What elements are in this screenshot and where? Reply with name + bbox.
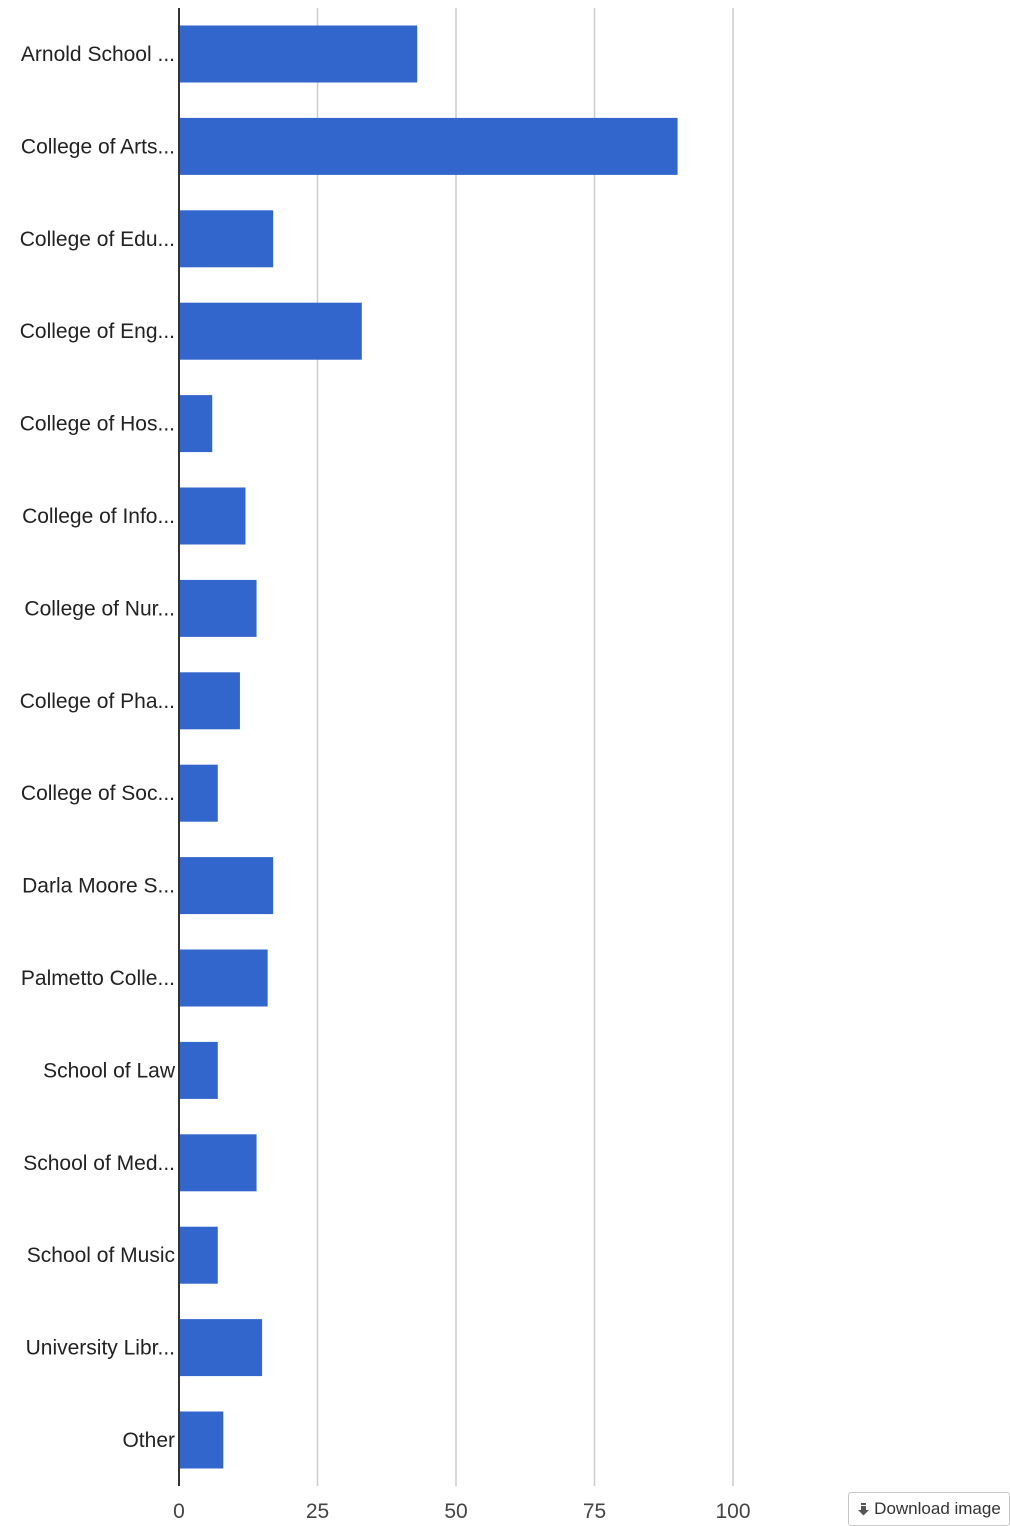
bar[interactable] xyxy=(179,395,213,453)
grid-lines xyxy=(316,8,734,1486)
category-label: College of Pha... xyxy=(20,690,175,713)
bar[interactable] xyxy=(179,1319,263,1377)
category-label: College of Soc... xyxy=(21,782,175,805)
bar[interactable] xyxy=(179,857,274,915)
category-label: College of Arts... xyxy=(21,135,175,158)
bar[interactable] xyxy=(179,1041,218,1099)
bar[interactable] xyxy=(179,117,678,175)
bar[interactable] xyxy=(179,1134,257,1192)
category-label: Palmetto Colle... xyxy=(21,967,175,990)
bar[interactable] xyxy=(179,949,268,1007)
bar[interactable] xyxy=(179,302,362,360)
x-tick-label: 25 xyxy=(306,1500,329,1523)
bar[interactable] xyxy=(179,1411,224,1469)
download-image-button[interactable]: Download image xyxy=(848,1492,1010,1526)
category-label: School of Med... xyxy=(23,1152,175,1175)
category-labels: Arnold School ... College of Arts... Colle… xyxy=(20,43,176,1452)
category-label: College of Eng... xyxy=(20,320,175,343)
category-label: School of Music xyxy=(27,1244,175,1267)
x-tick-label: 100 xyxy=(715,1500,750,1523)
bar[interactable] xyxy=(179,25,418,83)
category-label: College of Edu... xyxy=(20,228,175,251)
x-tick-label: 75 xyxy=(583,1500,606,1523)
bar[interactable] xyxy=(179,672,240,730)
bar[interactable] xyxy=(179,579,257,637)
bar[interactable] xyxy=(179,1226,218,1284)
category-label: University Libr... xyxy=(26,1337,175,1360)
category-label: College of Hos... xyxy=(20,413,175,436)
download-arrow-icon xyxy=(857,1502,869,1516)
tick-labels: 0 25 50 75 100 xyxy=(173,1500,750,1523)
category-label: Arnold School ... xyxy=(21,43,175,66)
category-label: College of Info... xyxy=(22,505,175,528)
category-label: Darla Moore S... xyxy=(22,875,175,898)
bar[interactable] xyxy=(179,487,246,545)
bar[interactable] xyxy=(179,764,218,822)
x-tick-label: 0 xyxy=(173,1500,185,1523)
download-image-label: Download image xyxy=(874,1499,1001,1518)
bar[interactable] xyxy=(179,210,274,268)
category-label: College of Nur... xyxy=(24,597,175,620)
category-label: Other xyxy=(122,1429,175,1452)
category-label: School of Law xyxy=(43,1059,176,1082)
bars xyxy=(179,25,678,1469)
x-tick-label: 50 xyxy=(444,1500,467,1523)
